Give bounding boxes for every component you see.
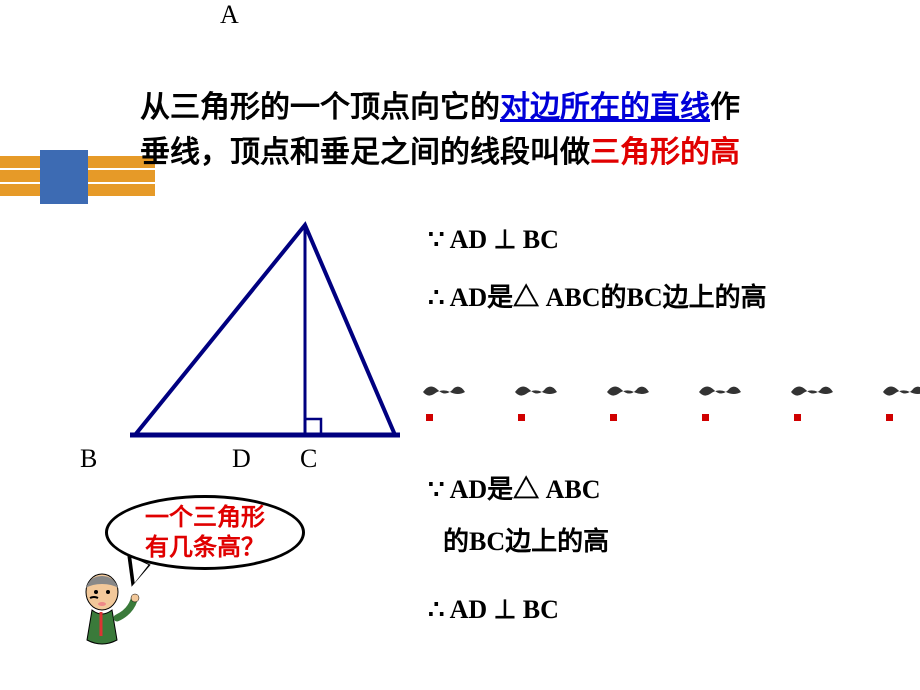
s3-text: ∵ AD是△ ABC [428, 475, 601, 504]
statement-2: ∴ AD是△ ABC的BC边上的高 [428, 278, 858, 317]
separator-dot [426, 414, 433, 421]
speech-line1: 一个三角形 [145, 504, 265, 531]
s5-text: ∴ AD ⊥ BC [428, 595, 559, 624]
title-mid2: 垂线，顶点和垂足之间的线段叫做 [140, 136, 590, 169]
decorative-separator [418, 380, 920, 404]
speech-bubble: 一个三角形 有几条高？ [105, 495, 305, 570]
title-pre: 从三角形的一个顶点向它的 [140, 91, 500, 124]
vertex-a-label: A [220, 0, 239, 30]
separator-dot [886, 414, 893, 421]
triangle-diagram [75, 195, 405, 475]
statement-1: ∵ AD ⊥ BC [428, 220, 559, 259]
triangle-svg [75, 195, 415, 455]
separator-dot [518, 414, 525, 421]
motif-icon [786, 380, 836, 404]
title-blue: 对边所在的直线 [500, 91, 710, 124]
motif-icon [694, 380, 744, 404]
s2-text: ∴ AD是△ ABC的BC边上的高 [428, 283, 767, 312]
title-red: 三角形的高 [590, 136, 740, 169]
teacher-character [72, 570, 142, 660]
triangle-abc [135, 225, 395, 435]
motif-icon [602, 380, 652, 404]
separator-dot [702, 414, 709, 421]
s1-text: ∵ AD ⊥ BC [428, 225, 559, 254]
s4-text: 的BC边上的高 [443, 527, 609, 556]
vertex-b-label: B [80, 444, 97, 474]
statement-5: ∴ AD ⊥ BC [428, 590, 559, 629]
motif-icon [510, 380, 560, 404]
motif-icon [878, 380, 920, 404]
definition-text: 从三角形的一个顶点向它的对边所在的直线作 垂线，顶点和垂足之间的线段叫做三角形的… [140, 85, 900, 175]
speech-line2: 有几条高？ [145, 534, 265, 561]
title-mid1: 作 [710, 91, 740, 124]
speech-text: 一个三角形 有几条高？ [145, 503, 265, 563]
statement-4: 的BC边上的高 [443, 522, 609, 561]
vertex-d-label: D [232, 444, 251, 474]
separator-dot [794, 414, 801, 421]
statement-3: ∵ AD是△ ABC [428, 470, 601, 509]
vertex-c-label: C [300, 444, 317, 474]
motif-icon [418, 380, 468, 404]
separator-dot [610, 414, 617, 421]
